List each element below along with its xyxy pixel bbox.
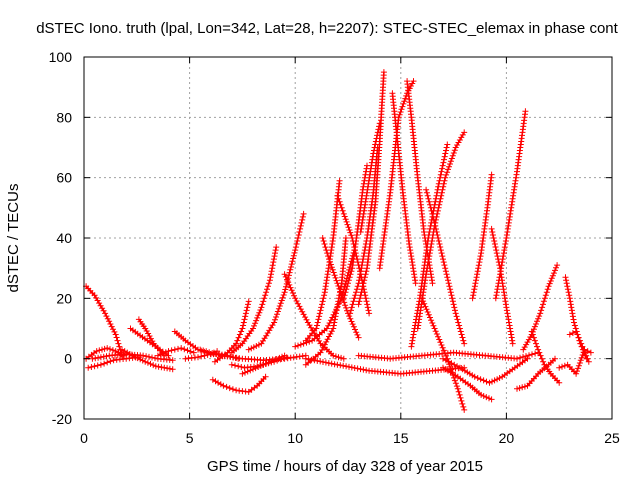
series-markers	[566, 328, 592, 365]
y-tick-label: 100	[49, 49, 73, 65]
series-markers	[228, 244, 280, 356]
data-series	[302, 355, 468, 377]
data-series	[566, 328, 592, 365]
data-series	[209, 373, 269, 395]
series-markers	[408, 141, 451, 350]
series-markers	[520, 262, 561, 353]
series-markers	[209, 373, 269, 395]
chart-title: dSTEC Iono. truth (lpal, Lon=342, Lat=28…	[36, 20, 618, 37]
series-markers	[562, 274, 590, 362]
data-series	[245, 210, 307, 353]
series-markers	[423, 186, 468, 347]
data-series	[469, 171, 495, 302]
series-markers	[245, 210, 307, 353]
data-series	[340, 162, 370, 302]
series-markers	[389, 90, 419, 287]
data-series	[119, 346, 176, 373]
x-tick-label: 15	[393, 430, 409, 446]
data-series	[423, 186, 468, 347]
x-tick-label: 10	[287, 430, 303, 446]
series-markers	[239, 352, 288, 377]
series-markers	[528, 328, 563, 386]
data-series	[154, 345, 197, 359]
series-markers	[357, 120, 383, 235]
data-series	[408, 141, 451, 350]
data-series	[211, 298, 252, 365]
data-series	[239, 352, 288, 377]
series-markers	[492, 108, 529, 302]
series-markers	[488, 225, 516, 347]
data-series	[528, 328, 563, 386]
series-line	[85, 285, 123, 356]
y-tick-label: 20	[56, 290, 72, 306]
series-markers	[440, 355, 531, 386]
series-markers	[514, 355, 558, 392]
series-markers	[469, 171, 495, 302]
data-series	[404, 78, 436, 287]
data-series	[302, 177, 343, 344]
y-tick-label: 0	[64, 351, 72, 367]
data-series	[389, 90, 419, 287]
x-tick-label: 25	[604, 430, 620, 446]
data-series	[319, 235, 362, 341]
series-markers	[355, 349, 542, 362]
series-markers	[119, 346, 176, 373]
y-tick-label: 60	[56, 170, 72, 186]
data-series	[414, 129, 468, 332]
series-line	[416, 132, 465, 329]
y-axis-label: dSTEC / TECUs	[5, 184, 22, 293]
x-tick-label: 0	[80, 430, 88, 446]
data-series	[302, 235, 349, 368]
series-line	[248, 213, 305, 351]
data-series	[357, 120, 383, 235]
data-series	[355, 349, 542, 362]
series-markers	[414, 129, 468, 332]
y-tick-label: 80	[56, 109, 72, 125]
series-markers	[404, 78, 436, 287]
x-tick-label: 5	[186, 430, 194, 446]
data-series	[492, 108, 529, 302]
series-markers	[302, 355, 468, 377]
y-tick-label: 40	[56, 230, 72, 246]
data-series	[514, 355, 558, 392]
data-series	[83, 283, 125, 359]
series-markers	[83, 283, 125, 359]
x-axis-label: GPS time / hours of day 328 of year 2015	[207, 458, 483, 475]
data-series	[488, 225, 516, 347]
data-series	[228, 244, 280, 356]
series-markers	[302, 235, 349, 368]
y-tick-label: -20	[52, 411, 72, 427]
x-tick-label: 20	[499, 430, 515, 446]
data-series	[440, 364, 495, 403]
data-series	[197, 346, 309, 364]
data-series	[562, 274, 590, 362]
series-markers	[440, 364, 495, 403]
data-series	[520, 262, 561, 353]
series-markers	[302, 177, 343, 344]
series-markers	[154, 345, 197, 359]
axes: 0 5 10 15 20 25 -20 0 20 40 60 80 100	[49, 49, 620, 446]
data-layer	[83, 69, 594, 413]
series-markers	[211, 298, 252, 365]
series-markers	[340, 162, 370, 302]
